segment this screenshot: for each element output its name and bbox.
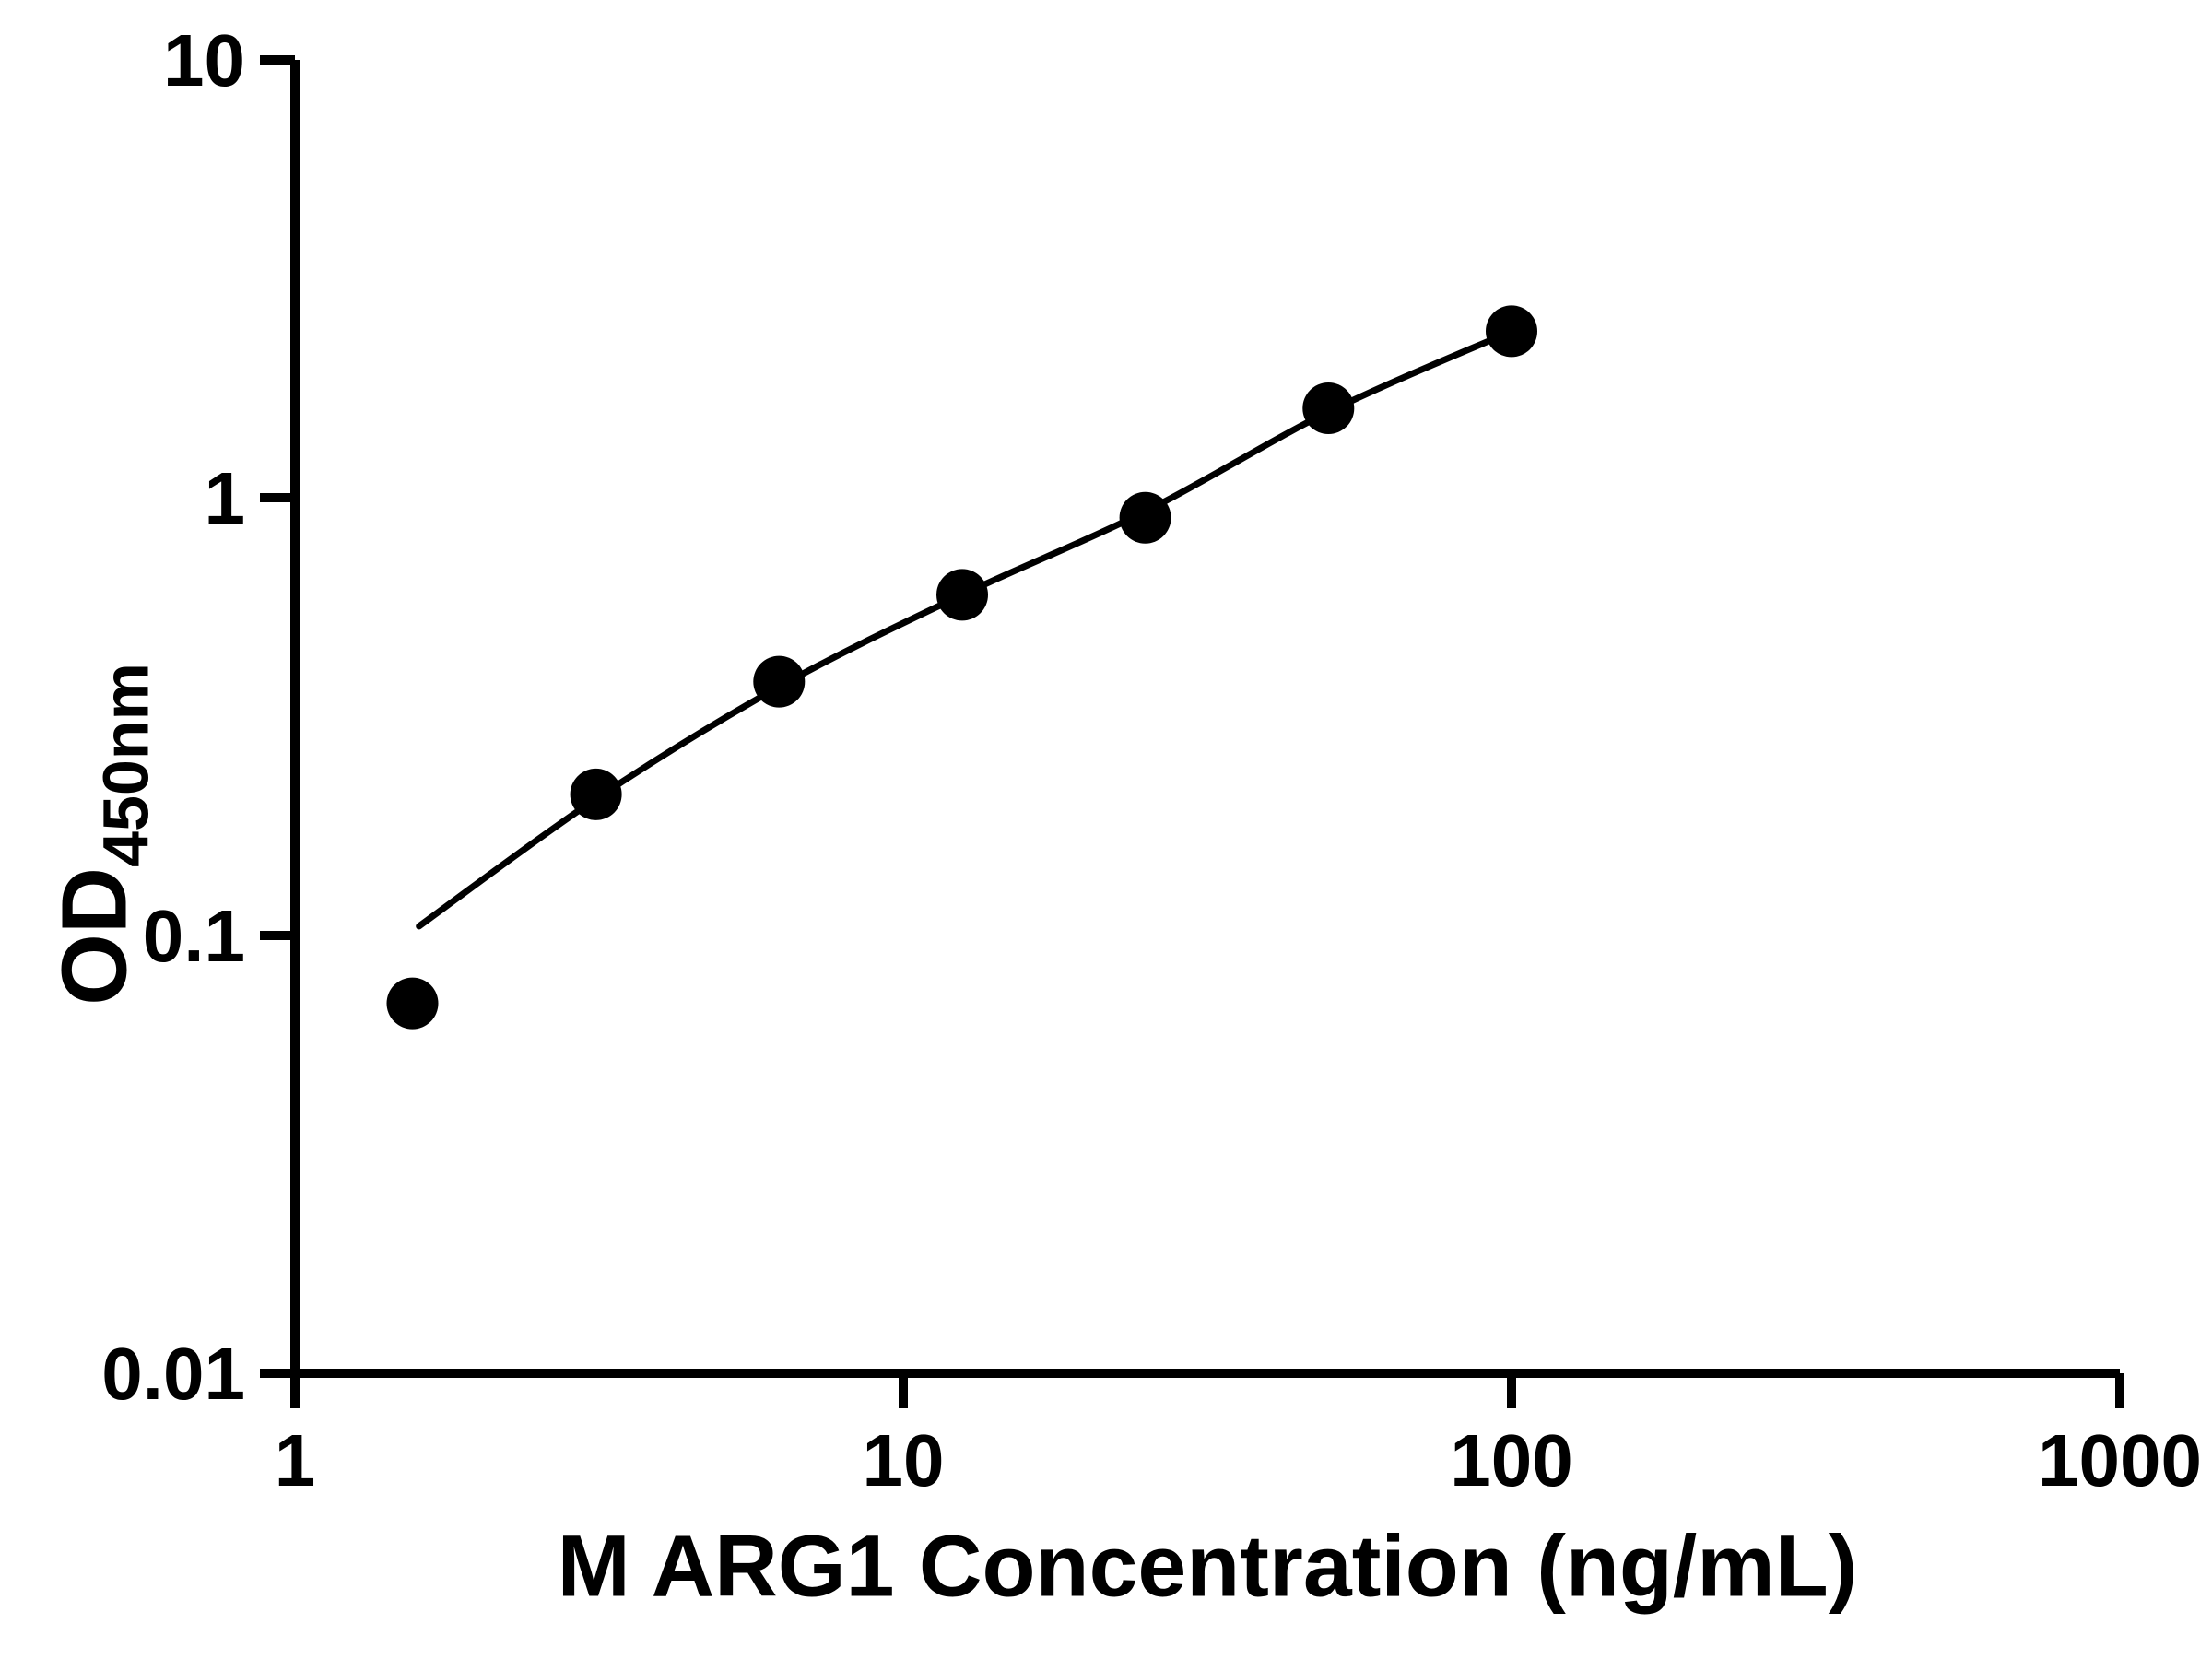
y-tick-label: 0.1 xyxy=(143,895,245,977)
axis-spines xyxy=(290,60,2120,1378)
data-point xyxy=(1302,382,1355,434)
x-tick-label: 1 xyxy=(275,1419,316,1501)
y-tick-label: 10 xyxy=(163,19,245,101)
y-axis-title-subscript: 450nm xyxy=(89,663,162,867)
data-point xyxy=(1486,305,1537,358)
data-point xyxy=(570,768,622,820)
x-tick-label: 1000 xyxy=(2038,1419,2202,1501)
data-point xyxy=(936,569,988,621)
x-tick-label: 10 xyxy=(863,1419,945,1501)
x-tick-label: 100 xyxy=(1450,1419,1572,1501)
y-axis-title: OD450nm xyxy=(43,663,162,1006)
data-point xyxy=(386,977,439,1030)
data-point xyxy=(1119,491,1171,544)
y-tick-label: 0.01 xyxy=(101,1333,245,1415)
data-point xyxy=(753,655,806,708)
y-tick-label: 1 xyxy=(205,457,246,539)
x-axis-title: M ARG1 Concentration (ng/mL) xyxy=(557,1517,1858,1616)
y-axis-title-main: OD xyxy=(42,866,147,1006)
